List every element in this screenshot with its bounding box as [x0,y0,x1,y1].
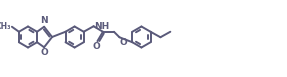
Text: O: O [41,48,49,57]
Text: N: N [40,16,48,25]
Text: O: O [93,42,100,51]
Text: O: O [120,38,128,47]
Text: CH₃: CH₃ [0,22,11,31]
Text: NH: NH [95,22,110,31]
